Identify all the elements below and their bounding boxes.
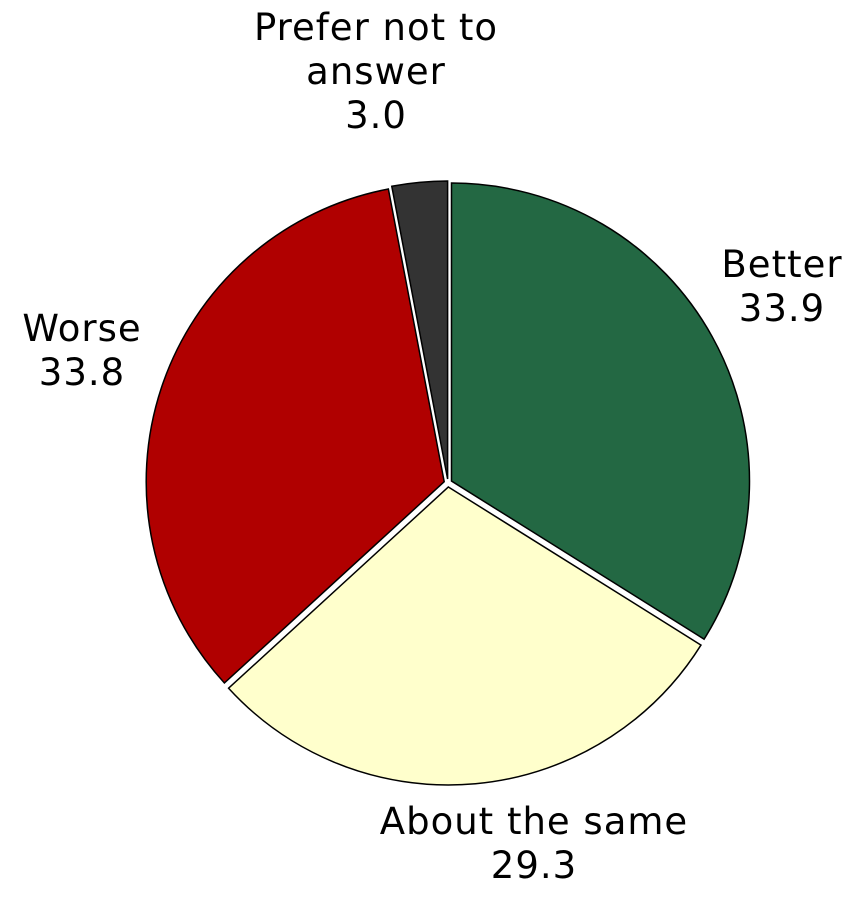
slice-value-label: 33.9 xyxy=(739,287,825,330)
pie-slice-worse xyxy=(145,188,446,685)
labels-layer: Better 33.9 About the same 29.3 Worse 33.8 Pre… xyxy=(22,6,842,887)
data-label-better: Better 33.9 xyxy=(721,243,842,330)
pie-slice-about-the-same xyxy=(227,486,703,786)
pie-slice-prefer-not-to-answer xyxy=(390,180,449,480)
pie-slice-better xyxy=(450,182,751,641)
slice-category-label: answer xyxy=(306,50,446,93)
slice-value-label: 33.8 xyxy=(39,351,125,394)
slice-value-label: 29.3 xyxy=(491,844,577,887)
slice-category-label: Worse xyxy=(22,307,141,350)
slice-value-label: 3.0 xyxy=(345,94,407,137)
data-label-prefer-not-to-answer: Prefer not to answer 3.0 xyxy=(254,6,498,137)
slices-layer xyxy=(145,180,751,786)
slice-category-label: Better xyxy=(721,243,842,286)
slice-category-label: Prefer not to xyxy=(254,6,498,49)
data-label-worse: Worse 33.8 xyxy=(22,307,141,394)
slice-category-label: About the same xyxy=(380,800,688,843)
data-label-about-the-same: About the same 29.3 xyxy=(380,800,688,887)
